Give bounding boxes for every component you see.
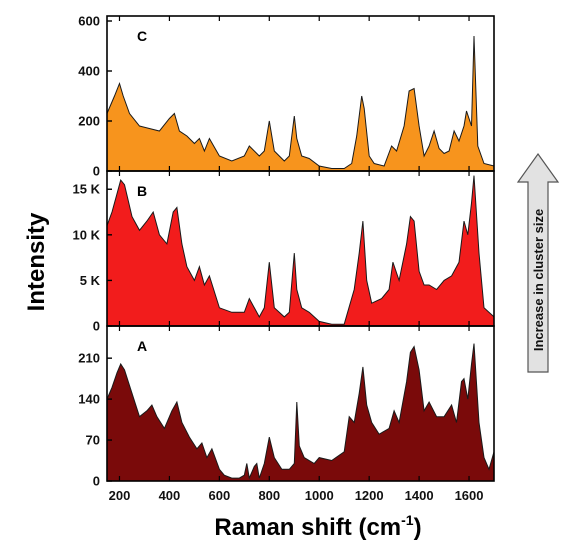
y-tick-label: 600 (78, 14, 100, 29)
panel-b: 0 5 K 10 K 15 K B (73, 170, 495, 334)
spectrum-area-b (107, 175, 494, 326)
x-axis: 200 400 600 800 1000 1200 1400 1600 (109, 488, 484, 503)
y-tick-label: 10 K (73, 227, 101, 242)
arrow-up-icon (516, 152, 560, 373)
cluster-size-arrow: Increase in cluster size (516, 152, 560, 373)
y-tick-label: 70 (86, 433, 100, 448)
panel-c: 0 200 400 600 C (78, 14, 495, 179)
x-axis-title-sup: -1 (401, 512, 414, 528)
x-tick-label: 200 (109, 488, 131, 503)
panel-label-a: A (137, 338, 147, 354)
y-tick-label: 400 (78, 64, 100, 79)
x-tick-label: 1000 (305, 488, 334, 503)
x-tick-label: 1400 (405, 488, 434, 503)
arrow-label: Increase in cluster size (531, 209, 546, 351)
y-tick-label: 0 (93, 319, 100, 334)
spectrum-area-a (107, 343, 494, 481)
y-tick-label: 0 (93, 474, 100, 489)
y-tick-label: 15 K (73, 182, 101, 197)
y-tick-label: 210 (78, 351, 100, 366)
x-tick-label: 800 (258, 488, 280, 503)
x-axis-title-main: Raman shift (cm (214, 514, 401, 541)
panel-label-c: C (137, 28, 147, 44)
panels: 0 200 400 600 C 0 5 K 10 K 15 K B 0 70 140 210 A (73, 14, 495, 489)
x-tick-label: 1200 (355, 488, 384, 503)
x-axis-title-close: ) (414, 514, 422, 541)
y-tick-label: 140 (78, 392, 100, 407)
panel-frame (106, 325, 495, 482)
x-tick-label: 1600 (455, 488, 484, 503)
panel-label-b: B (137, 183, 147, 199)
y-tick-label: 0 (93, 164, 100, 179)
y-tick-label: 200 (78, 114, 100, 129)
spectrum-line-a (106, 343, 495, 480)
x-tick-label: 600 (209, 488, 231, 503)
y-tick-label: 5 K (80, 273, 101, 288)
x-axis-title: Raman shift (cm-1) (214, 512, 421, 541)
spectrum-area-c (107, 36, 494, 171)
spectrum-line-b (106, 175, 495, 325)
y-axis-title: Intensity (23, 212, 50, 311)
x-tick-label: 400 (159, 488, 181, 503)
panel-a: 0 70 140 210 A (78, 325, 495, 489)
